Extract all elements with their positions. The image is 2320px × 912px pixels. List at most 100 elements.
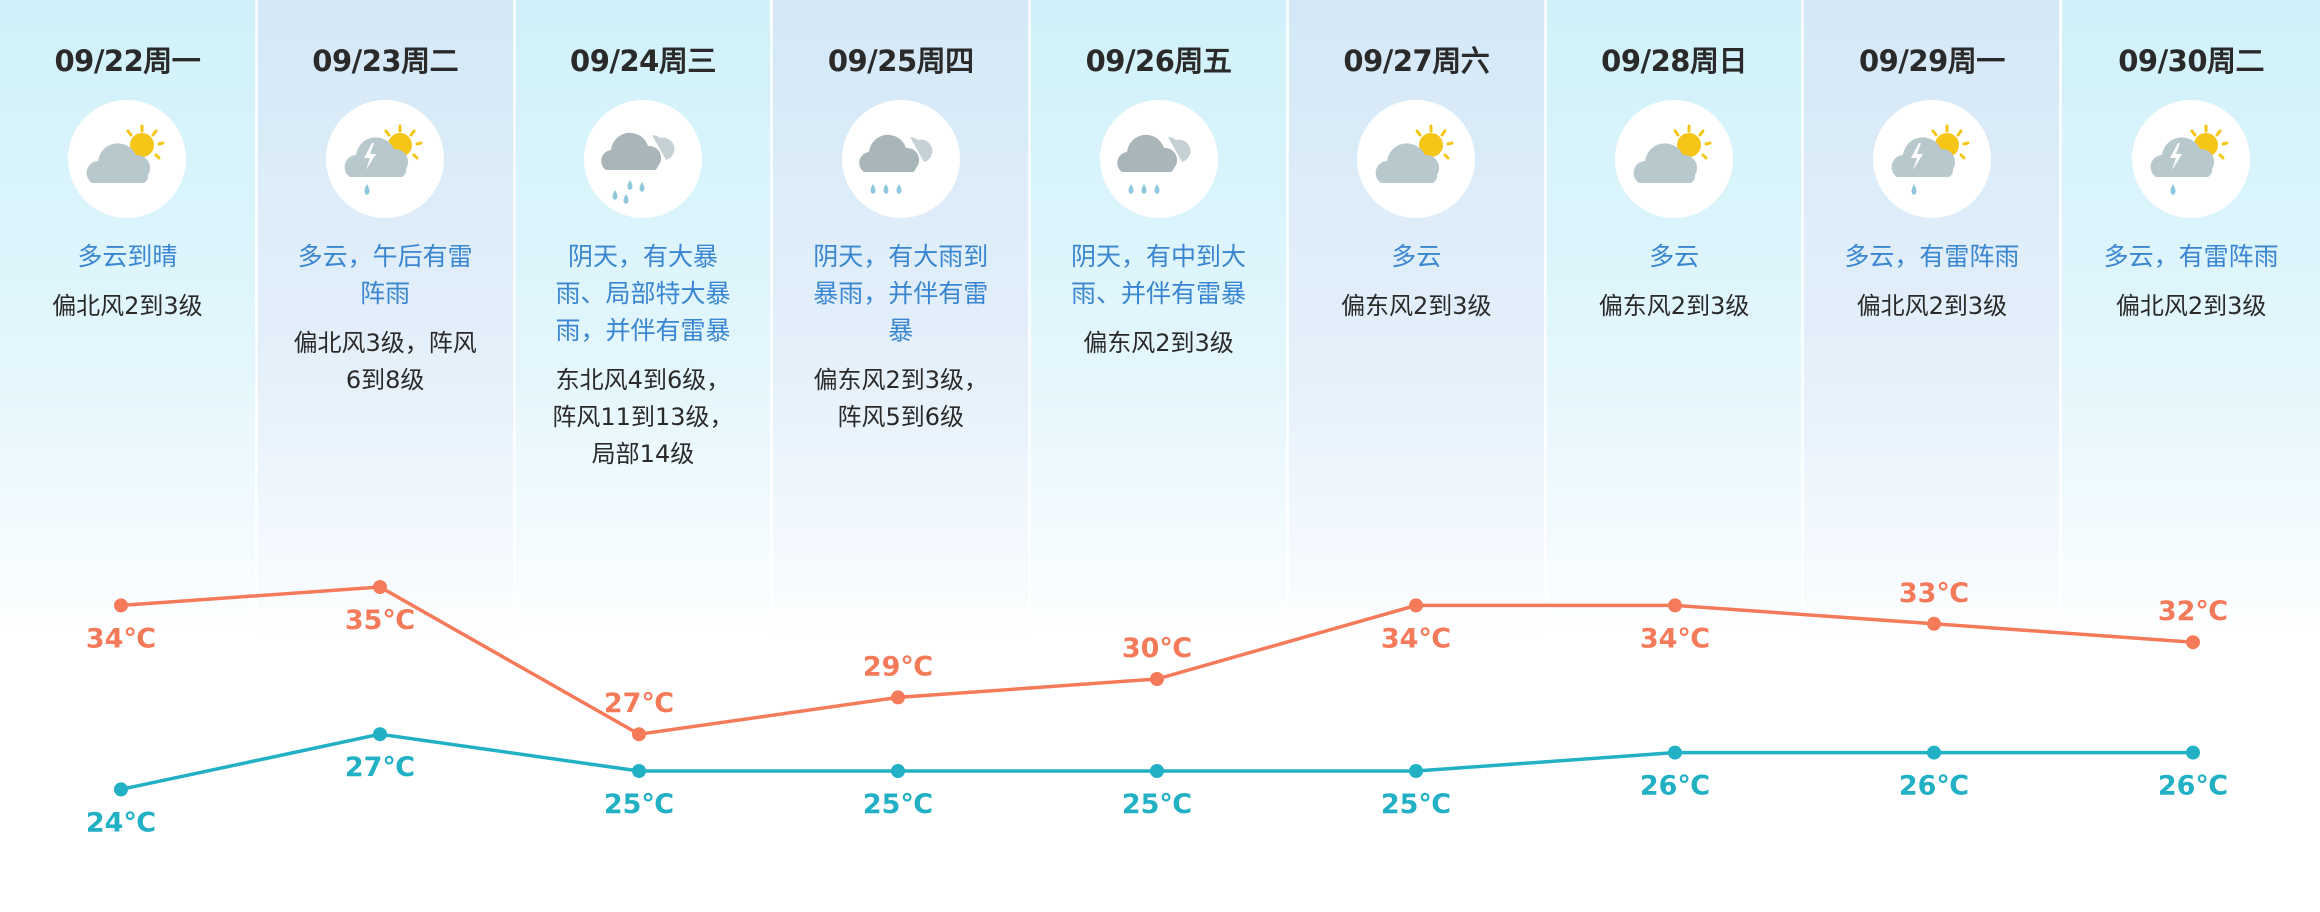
high-temp-label: 33℃ <box>1899 578 1969 609</box>
description-line: 多云到晴 <box>77 242 178 271</box>
weather-description: 多云，午后有雷 阵雨偏北风3级，阵风 6到8级 <box>258 238 513 399</box>
high-temp-point <box>891 690 905 705</box>
weather-description: 阴天，有大暴 雨、局部特大暴 雨，并伴有雷暴 东北风4到6级， 阵风11到13级， 局部1… <box>516 238 771 473</box>
day-date: 09/23周二 <box>312 44 459 78</box>
weather-description: 多云，有雷阵雨 偏北风2到3级 <box>2062 238 2320 325</box>
wind-line: 局部14级 <box>591 440 695 468</box>
high-temp-point <box>632 727 646 742</box>
description-line: 阵雨 <box>360 279 411 308</box>
partly-cloudy-icon <box>1357 100 1476 218</box>
high-temp-point <box>1668 598 1682 613</box>
wind-line: 偏东风2到3级， <box>813 366 988 394</box>
low-temp-point <box>1927 745 1941 760</box>
weather-description: 多云偏东风2到3级 <box>1547 238 1802 325</box>
day-date: 09/25周四 <box>827 44 974 78</box>
description-line: 多云 <box>1649 242 1700 271</box>
high-temp-point <box>373 580 387 594</box>
description-line: 阴天，有中到大 <box>1071 242 1247 271</box>
high-temp-label: 35℃ <box>345 605 415 636</box>
wind-info: 偏北风2到3级 <box>2062 288 2320 325</box>
description-line: 阴天，有大暴 <box>567 242 718 271</box>
high-temp-label: 29℃ <box>863 651 933 682</box>
high-temp-label: 30℃ <box>1122 633 1192 664</box>
low-temp-line <box>120 732 2193 792</box>
high-temp-point <box>114 598 128 613</box>
wind-info: 偏东风2到3级 <box>1031 325 1286 362</box>
description-line: 雨、并伴有雷暴 <box>1071 279 1247 308</box>
high-temp-label: 34℃ <box>86 623 156 654</box>
wind-info: 偏东风2到3级， 阵风5到6级 <box>773 362 1028 436</box>
high-temp-label: 34℃ <box>1381 623 1451 654</box>
wind-line: 偏北风2到3级 <box>1856 292 2008 320</box>
description-line: 多云 <box>1391 242 1442 271</box>
description-line: 暴 <box>888 316 914 345</box>
low-temp-point <box>114 782 128 797</box>
wind-line: 偏北风2到3级 <box>2115 292 2267 320</box>
wind-line: 阵风11到13级， <box>552 403 734 431</box>
day-column: 09/30周二多云，有雷阵雨 偏北风2到3级 <box>2062 0 2320 912</box>
low-temp-label: 26℃ <box>1899 771 1969 802</box>
high-temp-point <box>2186 635 2200 650</box>
weather-description: 多云，有雷阵雨 偏北风2到3级 <box>1804 238 2059 325</box>
description-line: 雨、局部特大暴 <box>555 279 731 308</box>
day-column: 09/25周四 阴天，有大雨到 暴雨，并伴有雷暴偏东风2到3级， 阵风5到6级 <box>773 0 1032 912</box>
rain-icon <box>841 100 960 218</box>
wind-info: 东北风4到6级， 阵风11到13级， 局部14级 <box>516 362 771 473</box>
wind-info: 偏北风3级，阵风 6到8级 <box>258 325 513 399</box>
wind-line: 偏北风2到3级 <box>52 292 203 320</box>
partly-cloudy-icon <box>1615 100 1734 218</box>
low-temp-label: 27℃ <box>345 752 415 783</box>
wind-line: 东北风4到6级， <box>555 366 731 394</box>
low-temp-point <box>2186 745 2200 760</box>
high-temp-label: 27℃ <box>604 688 674 719</box>
day-date: 09/27周六 <box>1343 44 1490 78</box>
wind-info: 偏北风2到3级 <box>0 288 255 325</box>
high-temp-point <box>1150 672 1164 686</box>
low-temp-point <box>632 764 646 778</box>
day-date: 09/30周二 <box>2118 44 2265 78</box>
heavy-rain-icon <box>583 100 702 218</box>
thunder-shower-icon <box>2132 100 2251 218</box>
low-temp-point <box>891 764 905 778</box>
wind-line: 偏东风2到3级 <box>1341 292 1492 320</box>
wind-line: 偏北风3级，阵风 <box>293 329 477 357</box>
high-temp-point <box>1409 598 1423 613</box>
day-date: 09/24周三 <box>570 44 716 78</box>
description-line: 多云，午后有雷 <box>297 242 473 271</box>
weather-description: 多云偏东风2到3级 <box>1289 238 1544 325</box>
rain-icon <box>1099 100 1218 218</box>
low-temp-label: 26℃ <box>2158 771 2228 802</box>
high-temp-label: 34℃ <box>1640 623 1710 654</box>
day-date: 09/28周日 <box>1601 44 1747 78</box>
day-column: 09/23周二多云，午后有雷 阵雨偏北风3级，阵风 6到8级 <box>257 0 516 912</box>
thunder-shower-icon <box>326 100 445 218</box>
day-date: 09/22周一 <box>54 44 201 78</box>
low-temp-point <box>1668 745 1682 760</box>
low-temp-label: 25℃ <box>604 789 674 820</box>
low-temp-point <box>373 727 387 742</box>
wind-info: 偏东风2到3级 <box>1289 288 1544 325</box>
high-temp-label: 32℃ <box>2158 596 2228 627</box>
wind-line: 偏东风2到3级 <box>1083 329 1234 357</box>
wind-line: 阵风5到6级 <box>837 403 964 431</box>
low-temp-point <box>1409 764 1423 778</box>
description-line: 多云，有雷阵雨 <box>1844 242 2020 271</box>
wind-info: 偏东风2到3级 <box>1547 288 1802 325</box>
thunder-shower-icon <box>1872 100 1991 218</box>
description-line: 多云，有雷阵雨 <box>2103 242 2279 271</box>
day-date: 09/26周五 <box>1085 44 1232 78</box>
day-column: 09/26周五阴天，有中到大 雨、并伴有雷暴 偏东风2到3级 <box>1031 0 1289 912</box>
wind-info: 偏北风2到3级 <box>1804 288 2059 325</box>
low-temp-label: 25℃ <box>1381 789 1451 820</box>
weather-description: 多云到晴偏北风2到3级 <box>0 238 255 325</box>
weather-description: 阴天，有中到大 雨、并伴有雷暴 偏东风2到3级 <box>1031 238 1286 362</box>
low-temp-label: 26℃ <box>1640 771 1710 802</box>
day-column: 09/22周一多云到晴偏北风2到3级 <box>0 0 258 912</box>
description-line: 雨，并伴有雷暴 <box>555 316 731 345</box>
low-temp-point <box>1150 764 1164 778</box>
day-column: 09/27周六多云偏东风2到3级 <box>1288 0 1547 912</box>
wind-line: 偏东风2到3级 <box>1598 292 1750 320</box>
low-temp-label: 25℃ <box>863 789 933 820</box>
